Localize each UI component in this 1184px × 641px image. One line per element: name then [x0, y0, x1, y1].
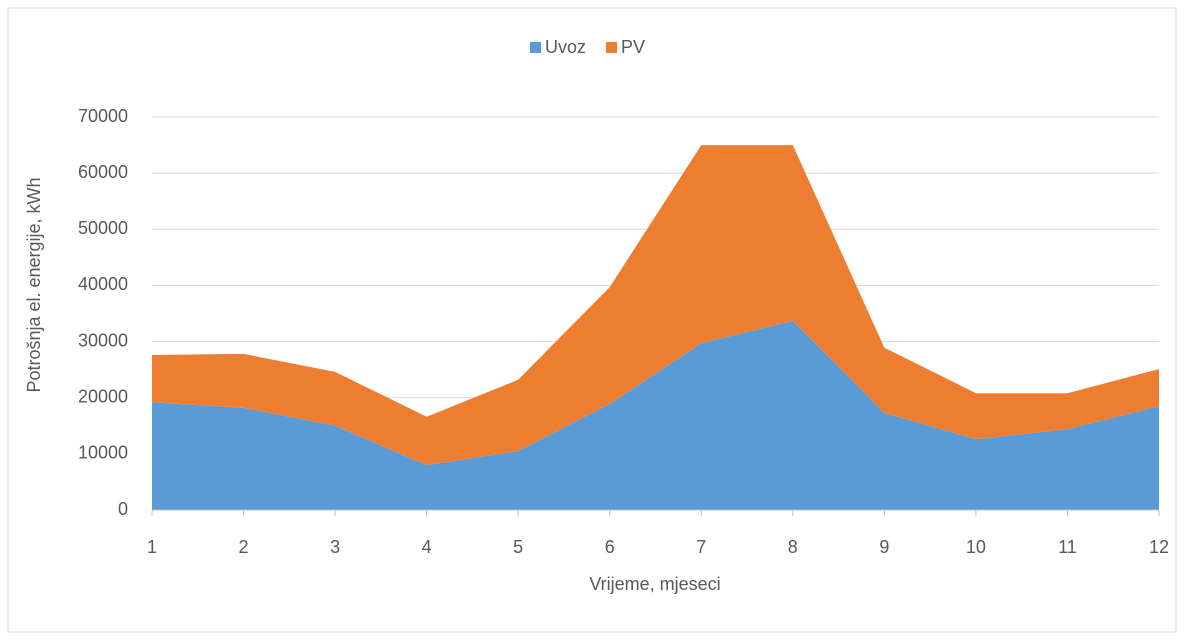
- y-tick-label: 30000: [78, 330, 128, 350]
- area: [152, 320, 1159, 510]
- legend-swatch: [606, 42, 618, 53]
- area: [152, 145, 1159, 466]
- y-tick-label: 70000: [78, 106, 128, 126]
- x-tick-label: 12: [1149, 537, 1169, 557]
- y-axis-title: Potrošnja el. energije, kWh: [24, 177, 44, 392]
- y-tick-label: 0: [118, 499, 128, 519]
- x-tick-label: 9: [879, 537, 889, 557]
- x-tick-label: 11: [1058, 537, 1077, 557]
- y-tick-label: 20000: [78, 386, 128, 406]
- y-tick-label: 60000: [78, 162, 128, 182]
- y-tick-label: 50000: [78, 218, 128, 238]
- legend-label: PV: [621, 37, 645, 57]
- y-tick-label: 10000: [78, 443, 128, 463]
- x-tick-label: 7: [696, 537, 706, 557]
- x-tick-label: 8: [788, 537, 798, 557]
- x-tick-label: 6: [605, 537, 615, 557]
- x-tick-label: 4: [422, 537, 432, 557]
- legend-label: Uvoz: [545, 37, 586, 57]
- y-tick-label: 40000: [78, 274, 128, 294]
- x-tick-label: 1: [147, 537, 157, 557]
- x-tick-label: 5: [513, 537, 523, 557]
- legend-swatch: [530, 42, 541, 53]
- x-tick-label: 2: [239, 537, 249, 557]
- x-axis-title: Vrijeme, mjeseci: [589, 574, 720, 594]
- x-tick-label: 10: [966, 537, 986, 557]
- x-tick-label: 3: [330, 537, 340, 557]
